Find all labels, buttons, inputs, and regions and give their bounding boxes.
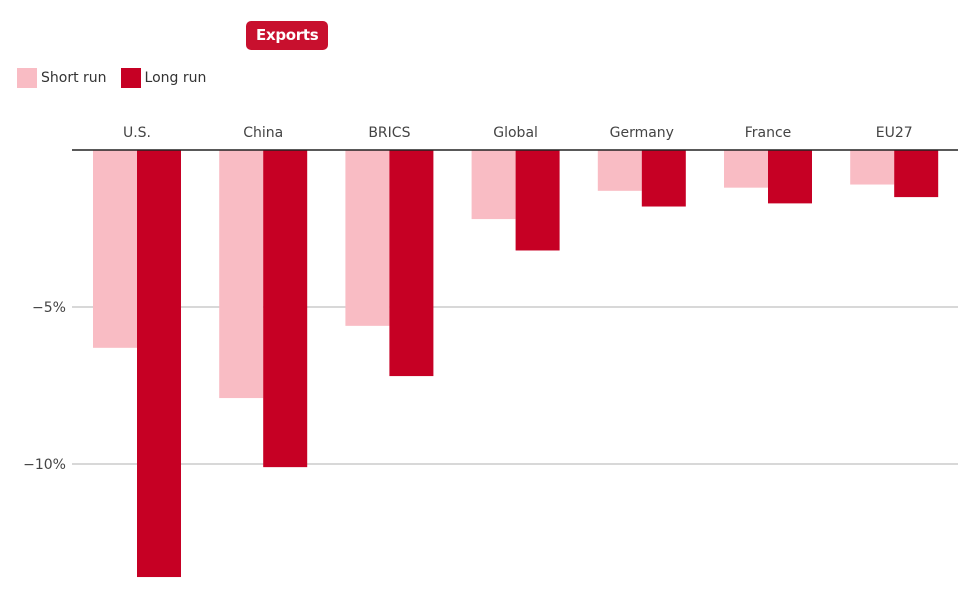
category-label: EU27 (876, 125, 913, 141)
legend-item-short-run: Short run (17, 68, 107, 88)
category-label: Germany (610, 125, 674, 141)
bar-short-run (850, 150, 895, 185)
bar-long-run (515, 150, 560, 251)
bar-long-run (768, 150, 812, 204)
y-tick-label: −10% (23, 457, 66, 473)
category-label: Global (493, 125, 538, 141)
bar-long-run (389, 150, 434, 377)
bar-short-run (471, 150, 516, 220)
category-label: BRICS (368, 125, 410, 141)
bar-short-run (345, 150, 390, 326)
bar-short-run (724, 150, 768, 188)
chart-legend: Short run Long run (17, 68, 220, 88)
bar-long-run (137, 150, 181, 578)
category-label: China (243, 125, 283, 141)
legend-label-long-run: Long run (144, 70, 207, 86)
legend-item-long-run: Long run (120, 68, 207, 88)
bar-long-run (263, 150, 308, 468)
category-label: France (745, 125, 792, 141)
y-tick-label: −5% (32, 300, 66, 316)
legend-label-short-run: Short run (41, 70, 107, 86)
bar-short-run (219, 150, 264, 399)
bar-long-run (641, 150, 686, 207)
bar-short-run (597, 150, 642, 191)
category-label: U.S. (123, 125, 151, 141)
legend-swatch-short-run (17, 68, 37, 88)
bar-short-run (93, 150, 137, 348)
exports-tab[interactable]: Exports (246, 21, 329, 50)
legend-swatch-long-run (120, 68, 141, 88)
bar-long-run (894, 150, 939, 198)
